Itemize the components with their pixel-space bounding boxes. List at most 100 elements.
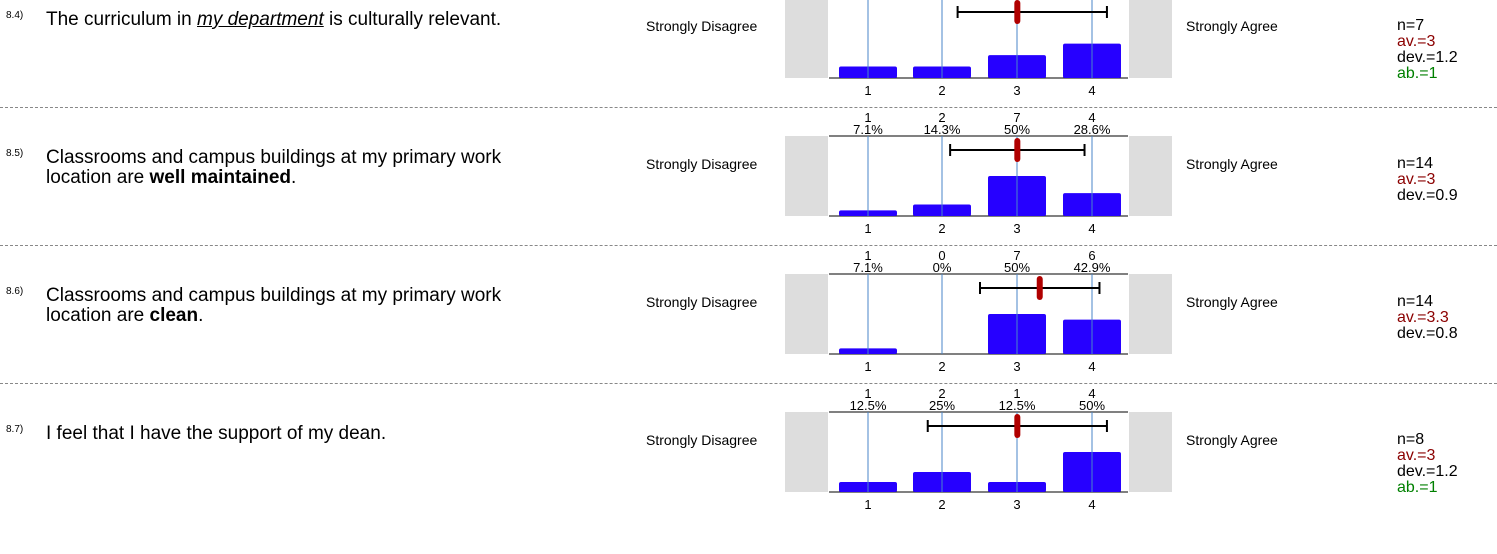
scale-left-box [785,412,828,492]
question-text-emphasis: clean [149,305,199,326]
category-tick-label: 1 [864,83,871,98]
scale-left-box [785,136,828,216]
stat-av: av.=3.3 [1397,309,1449,326]
question-text: Classrooms and campus buildings at my pr… [46,286,566,326]
stat-av: av.=3 [1397,33,1436,50]
mean-marker [1014,0,1021,24]
percent-label: 28.6% [1074,122,1111,137]
percent-label: 0% [933,260,952,275]
question-text-prefix: Classrooms and campus buildings at my pr… [46,147,502,188]
question-text-suffix: . [198,305,204,326]
row-separator [0,383,1497,384]
question-text-suffix: is culturally relevant. [323,9,502,30]
percent-label: 12.5% [999,398,1036,413]
count-label: 4 [1088,386,1095,401]
mean-marker [1036,276,1043,300]
scale-left-label: Strongly Disagree [646,432,758,448]
stat-n: n=8 [1397,431,1425,448]
question-text-emphasis: my department [197,9,324,30]
percent-label: 42.9% [1074,260,1111,275]
stats-block: n=7 av.=3 dev.=1.2 ab.=1 [1397,18,1458,82]
question-row: 8.7) I feel that I have the support of my… [0,386,1497,534]
stats-block: n=14 av.=3.3 dev.=0.8 [1397,294,1458,342]
category-tick-label: 3 [1013,359,1020,374]
category-tick-label: 3 [1013,83,1020,98]
scale-right-box [1129,412,1172,492]
category-tick-label: 2 [938,359,945,374]
row-separator [0,245,1497,246]
scale-right-label: Strongly Agree [1186,18,1278,34]
question-text-prefix: The curriculum in [46,9,197,30]
mean-marker [1014,138,1021,162]
question-row: 8.4) The curriculum in my department is c… [0,0,1497,120]
stats-block: n=8 av.=3 dev.=1.2 ab.=1 [1397,432,1458,496]
count-label: 7 [1013,110,1020,125]
category-tick-label: 2 [938,83,945,98]
category-tick-label: 4 [1088,359,1095,374]
percent-label: 7.1% [853,260,883,275]
scale-right-label: Strongly Agree [1186,294,1278,310]
count-label: 1 [864,110,871,125]
row-separator [0,107,1497,108]
stat-av: av.=3 [1397,447,1436,464]
stat-n: n=14 [1397,293,1434,310]
count-label: 2 [938,110,945,125]
histogram-chart: 114.3%1114.3%2228.6%3342.9%4 [829,0,1128,98]
percent-label: 12.5% [850,398,887,413]
question-number: 8.6) [6,286,24,297]
stats-block: n=14 av.=3 dev.=0.9 [1397,156,1458,204]
stat-n: n=14 [1397,155,1434,172]
question-text-suffix: . [291,167,297,188]
question-text: The curriculum in my department is cultu… [46,10,566,30]
percent-label: 7.1% [853,122,883,137]
scale-left-box [785,274,828,354]
stat-ab: ab.=1 [1397,479,1438,496]
scale-right-label: Strongly Agree [1186,156,1278,172]
category-tick-label: 2 [938,221,945,236]
question-number: 8.5) [6,148,24,159]
count-label: 1 [864,386,871,401]
count-label: 1 [864,248,871,263]
count-label: 7 [1013,248,1020,263]
category-tick-label: 3 [1013,221,1020,236]
percent-label: 25% [929,398,955,413]
category-tick-label: 1 [864,221,871,236]
question-text-prefix: I feel that I have the support of my dea… [46,423,387,444]
stat-n: n=7 [1397,17,1425,34]
stat-ab: ab.=1 [1397,65,1438,82]
question-row: 8.6) Classrooms and campus buildings at m… [0,248,1497,396]
count-label: 6 [1088,248,1095,263]
question-row: 8.5) Classrooms and campus buildings at m… [0,110,1497,258]
category-tick-label: 4 [1088,83,1095,98]
scale-right-label: Strongly Agree [1186,432,1278,448]
stat-av: av.=3 [1397,171,1436,188]
question-text-emphasis: well maintained [149,167,291,188]
stat-dev: dev.=0.8 [1397,325,1458,342]
scale-left-box [785,0,828,78]
category-tick-label: 1 [864,497,871,512]
category-tick-label: 4 [1088,221,1095,236]
count-label: 2 [938,386,945,401]
category-tick-label: 4 [1088,497,1095,512]
question-number: 8.4) [6,10,24,21]
mean-marker [1014,414,1021,438]
category-tick-label: 3 [1013,497,1020,512]
count-label: 0 [938,248,945,263]
scale-left-label: Strongly Disagree [646,156,758,172]
stat-dev: dev.=0.9 [1397,187,1458,204]
scale-right-box [1129,274,1172,354]
stat-dev: dev.=1.2 [1397,463,1458,480]
question-text-prefix: Classrooms and campus buildings at my pr… [46,285,502,326]
stat-dev: dev.=1.2 [1397,49,1458,66]
question-text: I feel that I have the support of my dea… [46,424,566,444]
percent-label: 14.3% [924,122,961,137]
percent-label: 50% [1004,122,1030,137]
count-label: 1 [1013,386,1020,401]
category-tick-label: 2 [938,497,945,512]
count-label: 4 [1088,110,1095,125]
percent-label: 50% [1079,398,1105,413]
scale-right-box [1129,0,1172,78]
